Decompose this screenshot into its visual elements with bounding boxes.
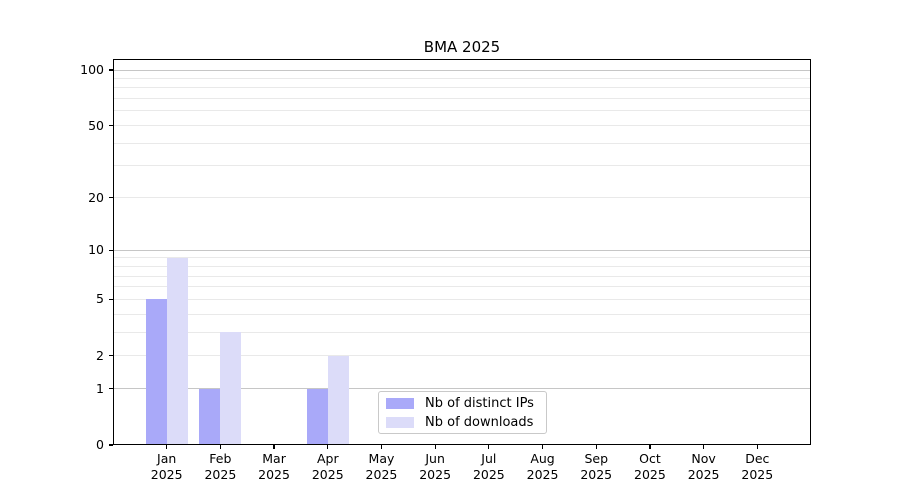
x-tick-year: 2025 xyxy=(472,466,505,482)
y-gridline xyxy=(114,355,810,357)
x-tick-month: Oct xyxy=(639,451,661,466)
legend-swatch-downloads-icon xyxy=(386,416,414,428)
x-tick-month: May xyxy=(368,451,395,466)
y-gridline xyxy=(114,257,810,259)
bar-distinct-ips-apr xyxy=(306,388,328,445)
x-tick-label-dec: Dec 2025 xyxy=(729,451,785,482)
y-tick-label: 50 xyxy=(88,117,104,133)
y-gridline xyxy=(114,125,810,127)
x-tick-label-may: May 2025 xyxy=(353,451,409,482)
y-gridline xyxy=(114,275,810,277)
x-tick-year: 2025 xyxy=(258,466,290,482)
y-tick-label: 2 xyxy=(96,347,104,363)
x-tick-label-apr: Apr 2025 xyxy=(300,451,356,482)
y-tick-label: 100 xyxy=(80,62,104,77)
y-gridline xyxy=(114,69,810,71)
y-gridline xyxy=(114,265,810,267)
plot-border xyxy=(113,59,811,445)
bar-distinct-ips-feb xyxy=(199,388,221,445)
y-tick-label: 20 xyxy=(88,189,104,205)
x-tick-mark xyxy=(702,445,705,449)
x-tick-year: 2025 xyxy=(526,466,559,482)
x-tick-year: 2025 xyxy=(580,466,613,482)
bar-downloads-apr xyxy=(327,355,349,445)
y-tick-label: 5 xyxy=(96,291,104,307)
y-tick-label: 10 xyxy=(88,242,104,258)
x-tick-year: 2025 xyxy=(419,466,452,482)
x-tick-label-mar: Mar 2025 xyxy=(246,451,302,482)
x-tick-label-feb: Feb 2025 xyxy=(192,451,248,482)
y-tick-mark xyxy=(108,69,113,71)
x-tick-mark xyxy=(219,445,222,449)
x-tick-month: Jan xyxy=(157,451,177,466)
y-gridline xyxy=(114,286,810,288)
bar-distinct-ips-jan xyxy=(145,299,167,445)
legend: Nb of distinct IPs Nb of downloads xyxy=(378,391,547,434)
x-tick-label-sep: Sep 2025 xyxy=(568,451,624,482)
y-tick-mark xyxy=(108,249,113,251)
legend-label-distinct-ips: Nb of distinct IPs xyxy=(425,395,534,411)
y-tick-mark xyxy=(108,196,113,199)
x-tick-mark xyxy=(756,445,758,449)
x-tick-mark xyxy=(541,445,544,449)
y-gridline xyxy=(114,77,810,79)
y-tick-mark xyxy=(108,124,113,127)
x-tick-year: 2025 xyxy=(311,466,344,482)
x-tick-year: 2025 xyxy=(150,466,183,482)
y-gridline xyxy=(114,388,810,390)
y-gridline xyxy=(114,98,810,100)
x-tick-mark xyxy=(595,445,597,449)
y-gridline xyxy=(114,87,810,89)
x-tick-mark xyxy=(327,445,329,449)
x-tick-month: Feb xyxy=(209,451,232,466)
x-tick-label-aug: Aug 2025 xyxy=(515,451,571,482)
x-tick-label-jul: Jul 2025 xyxy=(461,451,517,482)
y-tick-mark xyxy=(108,298,113,301)
y-gridline xyxy=(114,165,810,167)
bar-downloads-jan xyxy=(166,257,188,445)
y-gridline xyxy=(114,197,810,199)
x-tick-month: Dec xyxy=(745,451,770,466)
y-gridline xyxy=(114,249,810,251)
y-gridline xyxy=(114,142,810,144)
x-tick-label-nov: Nov 2025 xyxy=(676,451,732,482)
x-tick-label-oct: Oct 2025 xyxy=(622,451,678,482)
x-tick-year: 2025 xyxy=(365,466,398,482)
x-tick-mark xyxy=(380,445,383,449)
legend-label-downloads: Nb of downloads xyxy=(425,414,534,430)
x-tick-label-jun: Jun 2025 xyxy=(407,451,463,482)
x-tick-mark xyxy=(649,445,651,449)
x-tick-month: Jun xyxy=(425,451,445,466)
x-tick-year: 2025 xyxy=(687,466,720,482)
y-gridline xyxy=(114,298,810,300)
bar-downloads-feb xyxy=(220,332,242,445)
x-tick-month: Jul xyxy=(481,451,497,466)
y-tick-mark xyxy=(108,388,113,390)
x-tick-month: Apr xyxy=(316,451,339,466)
legend-item-distinct-ips: Nb of distinct IPs xyxy=(386,396,538,411)
y-tick-label: 1 xyxy=(96,380,104,396)
x-tick-mark xyxy=(488,445,490,449)
x-tick-month: Nov xyxy=(691,451,716,466)
x-tick-year: 2025 xyxy=(741,466,774,482)
x-tick-mark xyxy=(166,445,168,449)
x-tick-month: Sep xyxy=(584,451,608,466)
y-tick-mark xyxy=(108,444,113,446)
x-tick-label-jan: Jan 2025 xyxy=(139,451,195,482)
y-tick-mark xyxy=(108,355,113,357)
x-tick-year: 2025 xyxy=(204,466,237,482)
x-tick-year: 2025 xyxy=(634,466,666,482)
legend-swatch-distinct-ips-icon xyxy=(386,397,414,409)
y-gridline xyxy=(114,313,810,315)
y-gridline xyxy=(114,110,810,112)
chart-title: BMA 2025 xyxy=(423,38,501,56)
x-tick-mark xyxy=(434,445,436,449)
legend-item-downloads: Nb of downloads xyxy=(386,415,538,430)
x-tick-mark xyxy=(273,445,275,449)
y-tick-label: 0 xyxy=(96,437,104,452)
y-gridline xyxy=(114,331,810,333)
x-tick-month: Aug xyxy=(530,451,555,466)
x-tick-month: Mar xyxy=(262,451,286,466)
